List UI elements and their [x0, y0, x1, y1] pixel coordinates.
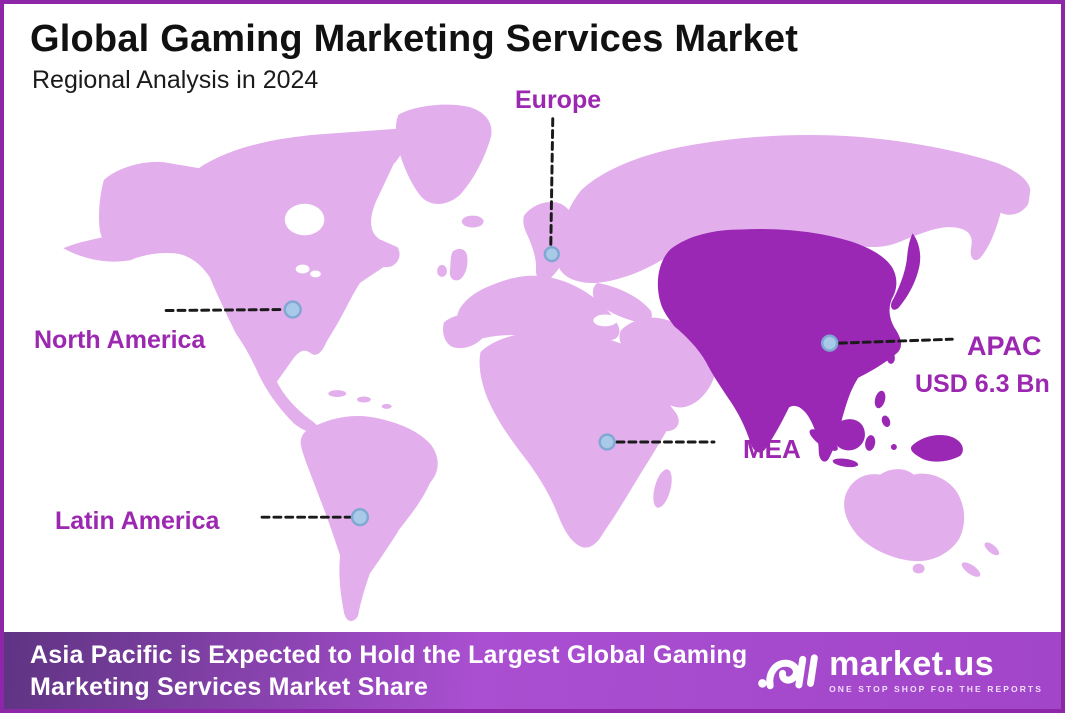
shape-apac-mainland: [657, 228, 901, 462]
shape-hudson-bay: [284, 203, 325, 236]
shape-black-sea: [593, 314, 618, 327]
shape-tasmania: [912, 563, 925, 574]
shape-africa: [479, 331, 679, 548]
shape-sumatra: [809, 429, 838, 451]
shape-philippines-2: [881, 415, 891, 428]
leader-line-north-america: [164, 308, 284, 313]
marker-latin-america: [350, 508, 370, 527]
shape-philippines: [874, 390, 886, 409]
shape-greenland: [395, 104, 492, 204]
region-label-latin-america: Latin America: [55, 507, 220, 535]
shape-new-guinea: [910, 434, 963, 462]
shape-great-lakes-2: [310, 270, 321, 278]
marker-europe: [543, 246, 560, 263]
marker-apac: [820, 334, 839, 352]
shape-uk: [449, 248, 468, 281]
shape-korea: [851, 296, 865, 326]
leader-line-europe: [549, 117, 555, 247]
brand-name: market.us: [829, 645, 995, 683]
shape-japan: [891, 233, 921, 310]
brand-tagline: ONE STOP SHOP FOR THE REPORTS: [829, 684, 1043, 694]
footer-banner: Asia Pacific is Expected to Hold the Lar…: [4, 632, 1061, 709]
shape-iberia: [443, 314, 487, 349]
shape-new-zealand-north: [984, 542, 1000, 556]
footer-headline: Asia Pacific is Expected to Hold the Lar…: [30, 640, 748, 701]
brand-logo: market.us ONE STOP SHOP FOR THE REPORTS: [757, 647, 1043, 694]
shape-south-america: [300, 415, 438, 622]
leader-line-apac: [838, 337, 954, 345]
shape-sulawesi: [865, 435, 876, 451]
brand-text: market.us ONE STOP SHOP FOR THE REPORTS: [829, 647, 1043, 694]
shape-iceland: [461, 215, 484, 228]
world-map: [63, 104, 1031, 622]
shape-caribbean-island-3: [381, 403, 392, 409]
region-label-mea: MEA: [743, 434, 801, 464]
shape-new-zealand-south: [961, 562, 981, 577]
shape-caucasus: [592, 282, 652, 323]
shape-moluccas: [890, 444, 897, 450]
marketus-logo-icon: [758, 653, 818, 689]
marker-north-america: [283, 300, 302, 319]
shape-caribbean-island: [328, 390, 347, 398]
shape-borneo: [832, 419, 865, 451]
page-title: Global Gaming Marketing Services Market: [30, 18, 799, 60]
shape-great-lakes: [295, 264, 310, 274]
shape-ireland: [437, 265, 447, 277]
region-value-apac: USD 6.3 Bn: [915, 370, 1050, 398]
shape-north-america: [63, 128, 404, 433]
shape-caribbean-island-2: [356, 396, 371, 403]
page-subtitle: Regional Analysis in 2024: [32, 66, 319, 94]
shape-taiwan: [886, 352, 895, 364]
region-label-north-america: North America: [34, 326, 206, 354]
region-label-europe: Europe: [515, 86, 602, 114]
shape-madagascar: [653, 469, 672, 508]
shape-australia: [844, 469, 965, 562]
marker-mea: [598, 433, 616, 451]
region-label-apac: APAC: [967, 331, 1042, 361]
shape-java: [832, 458, 859, 468]
